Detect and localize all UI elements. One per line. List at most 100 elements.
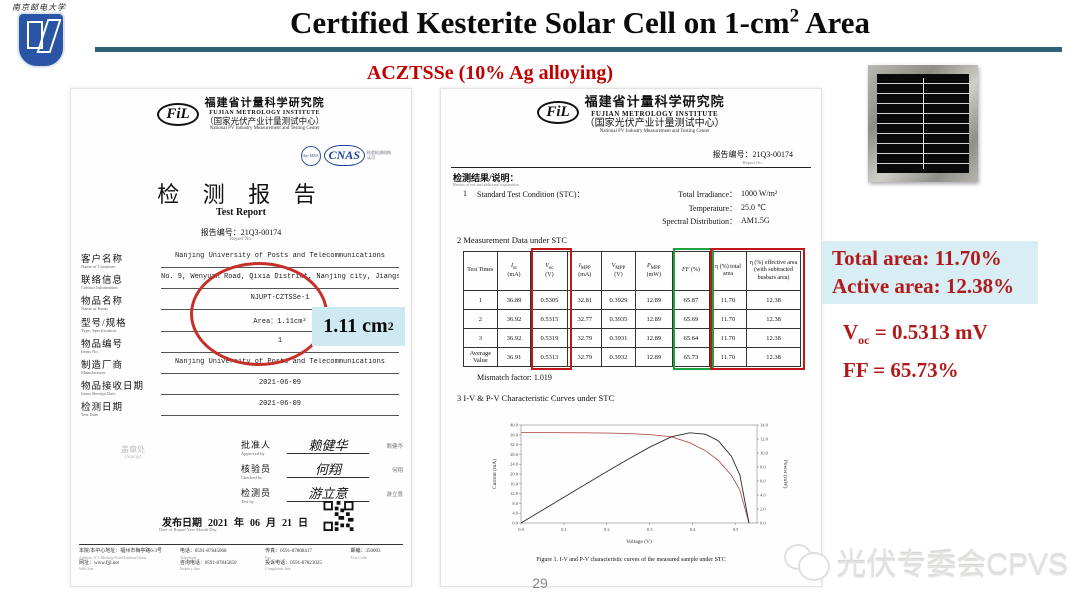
table-cell: 11.70 xyxy=(708,309,748,329)
svg-text:20.0: 20.0 xyxy=(510,472,519,477)
svg-text:Current (mA): Current (mA) xyxy=(491,459,498,489)
signature-block: 批准人 Approved by 赖健华 赖健华 核验员 Checked by 何翔 何翔 检测员… xyxy=(241,437,403,509)
table-header: IMPP (mA) xyxy=(567,251,603,291)
signature-row: 核验员 Checked by 何翔 何翔 xyxy=(241,459,403,485)
table-cell: 12.38 xyxy=(746,290,801,310)
table-cell: 12.38 xyxy=(746,328,801,348)
university-logo-calligraphy: 南京邮电大学 xyxy=(12,3,66,12)
table-header: η (%) total area xyxy=(708,251,748,291)
report-number: 报告编号：21Q3-00174 Report No. xyxy=(712,150,793,165)
mismatch-factor: Mismatch factor: 1.019 xyxy=(477,373,552,382)
title-divider xyxy=(95,47,1062,52)
table-cell: 2 xyxy=(463,309,498,329)
table-cell: 12.89 xyxy=(634,328,673,348)
svg-text:8.0: 8.0 xyxy=(512,501,518,506)
table-cell: 11.70 xyxy=(708,290,748,310)
report-title-cn: 检 测 报 告 xyxy=(157,182,325,207)
table-cell: 36.92 xyxy=(496,328,532,348)
active-area-efficiency: Active area: 12.38% xyxy=(832,273,1015,298)
table-cell: 11.70 xyxy=(708,347,748,367)
table-cell: 0.3932 xyxy=(601,347,636,367)
table-header: VMPP (V) xyxy=(601,251,636,291)
table-cell: 65.64 xyxy=(671,328,710,348)
table-cell: 36.89 xyxy=(496,290,532,310)
university-logo: 南京邮电大学 xyxy=(4,2,74,72)
svg-text:24.0: 24.0 xyxy=(510,462,519,467)
table-cell: 12.38 xyxy=(746,309,801,329)
stc-conditions: 1 Standard Test Condition (STC)： Total I… xyxy=(463,189,778,226)
results-heading-en: Results of test and additional explanati… xyxy=(453,182,520,187)
form-value: 2021-06-09 xyxy=(161,400,399,417)
report-footer: 本院/本中心地址：福州市梅亭路6-3号 Address: 6-3 Meiting… xyxy=(79,544,403,571)
ilac-mra-badge: ilac-MRA xyxy=(300,145,321,166)
table-cell: 0.3935 xyxy=(601,309,636,329)
page-number: 29 xyxy=(532,575,548,591)
table-cell: 11.70 xyxy=(708,328,748,348)
form-value: 2021-06-09 xyxy=(161,379,399,396)
table-cell: 0.3929 xyxy=(601,290,636,310)
measurement-table: Test Times Isc (mA) Voc (V) IMPP (mA) VMPP (V) PM… xyxy=(463,248,805,370)
solar-cell-photo xyxy=(868,65,978,182)
fil-logo: FiL xyxy=(537,101,579,124)
svg-text:0.0: 0.0 xyxy=(512,521,518,526)
svg-text:0.0: 0.0 xyxy=(518,527,524,532)
svg-text:0.2: 0.2 xyxy=(604,527,610,532)
table-cell: 32.81 xyxy=(567,290,603,310)
table-cell: 36.92 xyxy=(496,309,532,329)
table-cell: 32.79 xyxy=(567,347,603,367)
svg-text:6.0: 6.0 xyxy=(760,479,766,484)
signature: 何翔 xyxy=(287,459,369,478)
results-heading-cn: 检测结果/说明： xyxy=(453,173,519,183)
table-cell: 32.79 xyxy=(567,328,603,348)
iv-pv-chart: 0.0 0.1 0.2 0.3 0.4 0.5 0.0 4.0 8.0 12.0 16.0 20.0 2… xyxy=(489,417,789,547)
university-shield-icon xyxy=(17,12,65,68)
institute-name-cn: 福建省计量科学研究院 xyxy=(584,94,725,109)
cnas-badge-text: 检验检测机构 认可 xyxy=(367,149,391,160)
institute-center-cn: （国家光伏产业计量测试中心） xyxy=(205,115,325,126)
divider xyxy=(451,167,811,168)
svg-text:10.0: 10.0 xyxy=(760,451,769,456)
table-header: FF (%) xyxy=(671,251,710,291)
svg-text:4.0: 4.0 xyxy=(760,493,766,498)
svg-text:36.0: 36.0 xyxy=(510,432,519,437)
table-cell: 12.89 xyxy=(634,290,673,310)
institute-center-cn: （国家光伏产业计量测试中心） xyxy=(584,117,725,129)
form-row: 检测日期 Test Date 2021-06-09 xyxy=(81,397,399,418)
institute-center-en: National PV Industry Measurement and Tes… xyxy=(599,129,710,135)
svg-text:0.1: 0.1 xyxy=(561,527,567,532)
figure-caption: Figure 1. I-V and P-V characteristic cur… xyxy=(536,557,726,563)
slide-subtitle: ACZTSSe (10% Ag alloying) xyxy=(366,62,614,84)
table-header: Isc (mA) xyxy=(496,251,532,291)
test-report-results-page: FiL 福建省计量科学研究院 FUJIAN METROLOGY INSTITUT… xyxy=(440,88,822,587)
table-cell: 32.77 xyxy=(567,309,603,329)
table-cell: 1 xyxy=(463,290,498,310)
area-callout: 1.11 cm 2 xyxy=(312,307,405,346)
table-row: 2 36.92 0.5315 32.77 0.3935 12.89 65.69 11.70 12… xyxy=(463,309,801,329)
red-circle-annotation xyxy=(190,262,328,366)
table-cell: 0.3931 xyxy=(601,328,636,348)
svg-text:Power (mW): Power (mW) xyxy=(782,460,789,489)
svg-text:2.0: 2.0 xyxy=(760,507,766,512)
svg-text:14.0: 14.0 xyxy=(760,423,769,428)
report-number: 报告编号：21Q3-00174 xyxy=(200,228,282,237)
table-cell: 65.73 xyxy=(671,347,710,367)
table-row: Average Value 36.91 0.5313 32.79 0.3932 12.89… xyxy=(463,347,801,367)
svg-text:8.0: 8.0 xyxy=(760,465,766,470)
section-3-heading: 3 I-V & P-V Characteristic Curves under … xyxy=(457,393,615,403)
accreditation-badges: ilac-MRA CNAS 检验检测机构 认可 xyxy=(300,145,393,166)
date-of-report: 发布日期 2021 年 06 月 21 日 xyxy=(162,518,308,529)
svg-text:12.0: 12.0 xyxy=(510,491,519,496)
qr-code xyxy=(323,501,354,531)
solar-cell-active-area xyxy=(877,74,969,173)
table-cell: 0.5315 xyxy=(530,309,569,329)
svg-text:28.0: 28.0 xyxy=(510,452,519,457)
svg-text:40.0: 40.0 xyxy=(510,423,519,428)
svg-text:Voltage (V): Voltage (V) xyxy=(626,538,652,545)
table-cell: 12.89 xyxy=(634,347,673,367)
table-cell: 12.38 xyxy=(746,347,801,367)
table-header: Voc (V) xyxy=(530,251,569,291)
svg-text:0.4: 0.4 xyxy=(690,527,696,532)
institute-name-en: FUJIAN METROLOGY INSTITUTE xyxy=(591,109,719,118)
form-row: 物品接收日期 Items Receipt Date 2021-06-09 xyxy=(81,376,399,397)
